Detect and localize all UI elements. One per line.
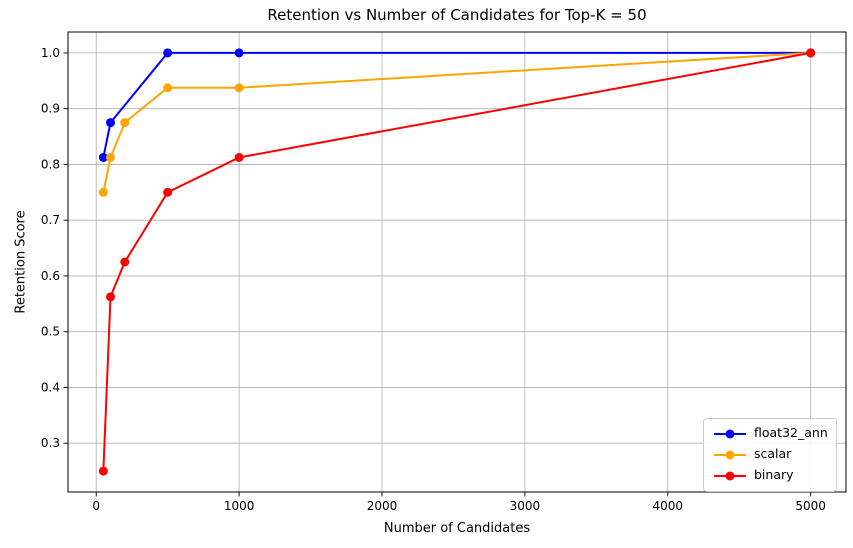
x-tick-label: 0	[92, 499, 100, 513]
y-tick-label: 0.7	[41, 213, 60, 227]
axes-frame	[67, 31, 847, 493]
x-tick-label: 5000	[795, 499, 826, 513]
data-point-scalar	[234, 83, 244, 93]
data-point-float32_ann	[98, 152, 108, 162]
data-point-binary	[806, 48, 816, 58]
data-point-scalar	[120, 118, 130, 128]
chart-title: Retention vs Number of Candidates for To…	[267, 6, 647, 24]
y-tick-label: 0.5	[41, 325, 60, 339]
data-point-binary	[234, 152, 244, 162]
data-point-binary	[106, 292, 116, 302]
y-tick-label: 0.9	[41, 102, 60, 116]
y-tick-label: 1.0	[41, 46, 60, 60]
legend-entry-float32-ann: float32_ann	[704, 423, 836, 444]
y-tick-label: 0.4	[41, 380, 60, 394]
data-point-float32_ann	[163, 48, 173, 58]
data-point-binary	[120, 257, 130, 267]
legend-entry-binary: binary	[704, 465, 836, 486]
x-axis-label: Number of Candidates	[383, 521, 531, 536]
data-point-binary	[163, 187, 173, 197]
legend-label-binary: binary	[754, 467, 794, 483]
data-point-scalar	[98, 187, 108, 197]
legend-label-scalar: scalar	[754, 446, 792, 462]
x-tick-label: 2000	[367, 499, 398, 513]
series-line-scalar	[102, 51, 811, 193]
data-point-scalar	[106, 152, 116, 162]
legend: float32_ann scalar binary	[703, 418, 837, 492]
data-point-float32_ann	[234, 48, 244, 58]
y-tick-label: 0.6	[41, 269, 60, 283]
data-point-binary	[98, 466, 108, 476]
y-tick-label: 0.8	[41, 157, 60, 171]
legend-label-float32-ann: float32_ann	[754, 425, 828, 441]
x-tick-label: 4000	[652, 499, 683, 513]
series-line-float32_ann	[102, 51, 811, 158]
data-point-float32_ann	[106, 118, 116, 128]
legend-marker-binary-icon	[714, 471, 746, 480]
x-tick-label: 1000	[224, 499, 255, 513]
x-tick-label: 3000	[510, 499, 541, 513]
y-axis-label: Retention Score	[13, 210, 29, 314]
data-point-scalar	[163, 83, 173, 93]
series-line-binary	[102, 51, 811, 472]
y-tick-label: 0.3	[41, 436, 60, 450]
legend-marker-float32-ann-icon	[714, 429, 746, 438]
legend-marker-scalar-icon	[714, 450, 746, 459]
legend-entry-scalar: scalar	[704, 444, 836, 465]
